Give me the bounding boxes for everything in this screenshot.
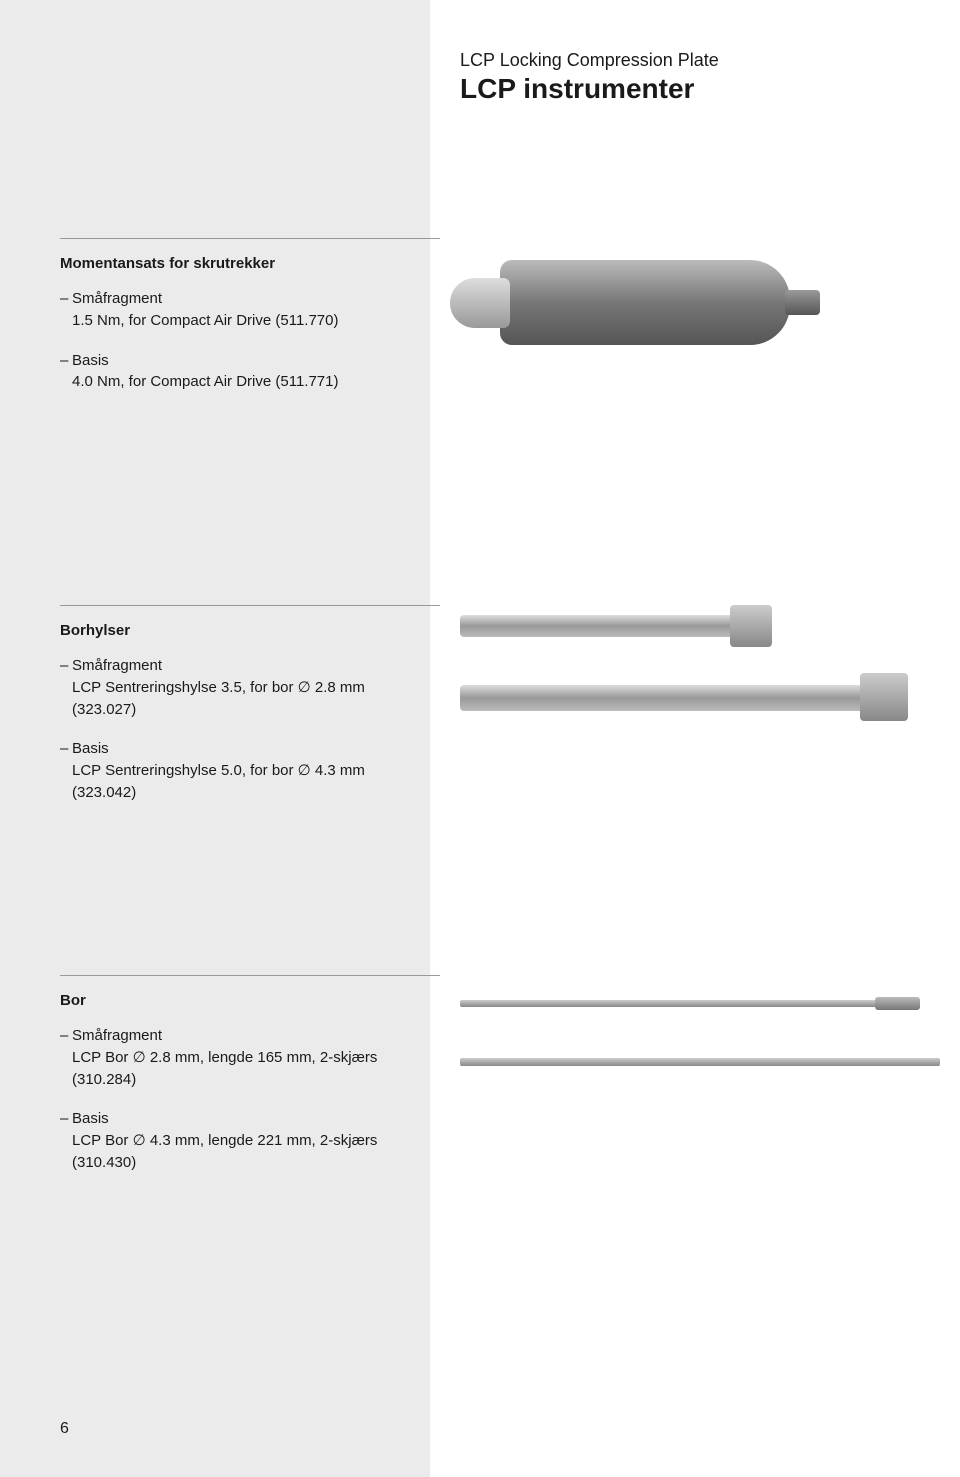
section-divider — [60, 605, 440, 606]
item-detail: LCP Bor ∅ 2.8 mm, lengde 165 mm, 2-skjær… — [72, 1047, 440, 1069]
section-divider — [60, 238, 440, 239]
product-image-drill-sleeve-long — [460, 685, 860, 711]
item-code: (310.284) — [72, 1069, 440, 1091]
item-label: Basis — [72, 738, 440, 760]
list-item: – Basis LCP Bor ∅ 4.3 mm, lengde 221 mm,… — [60, 1108, 440, 1173]
item-code: (323.027) — [72, 699, 440, 721]
page-header: LCP Locking Compression Plate LCP instru… — [460, 50, 719, 105]
dash-icon: – — [60, 288, 68, 310]
item-detail: 1.5 Nm, for Compact Air Drive (511.770) — [72, 310, 440, 332]
item-label: Småfragment — [72, 1025, 440, 1047]
item-detail: 4.0 Nm, for Compact Air Drive (511.771) — [72, 371, 440, 393]
header-subtitle: LCP Locking Compression Plate — [460, 50, 719, 71]
section-momentansats: Momentansats for skrutrekker – Småfragme… — [60, 238, 440, 411]
dash-icon: – — [60, 655, 68, 677]
product-image-drill-bit-long — [460, 1058, 940, 1066]
item-detail: LCP Sentreringshylse 3.5, for bor ∅ 2.8 … — [72, 677, 440, 699]
section-title: Bor — [60, 992, 440, 1009]
page-number: 6 — [60, 1420, 69, 1438]
list-item: – Småfragment LCP Sentreringshylse 3.5, … — [60, 655, 440, 720]
section-bor: Bor – Småfragment LCP Bor ∅ 2.8 mm, leng… — [60, 975, 440, 1192]
list-item: – Småfragment 1.5 Nm, for Compact Air Dr… — [60, 288, 440, 332]
section-title: Momentansats for skrutrekker — [60, 255, 440, 272]
right-column-bg — [430, 0, 960, 1477]
list-item: – Basis 4.0 Nm, for Compact Air Drive (5… — [60, 350, 440, 394]
item-detail: LCP Sentreringshylse 5.0, for bor ∅ 4.3 … — [72, 760, 440, 782]
item-label: Småfragment — [72, 288, 440, 310]
product-image-drill-sleeve-short — [460, 615, 730, 637]
item-code: (310.430) — [72, 1152, 440, 1174]
product-image-drill-bit-short — [460, 1000, 920, 1007]
header-title: LCP instrumenter — [460, 73, 719, 105]
list-item: – Basis LCP Sentreringshylse 5.0, for bo… — [60, 738, 440, 803]
section-title: Borhylser — [60, 622, 440, 639]
list-item: – Småfragment LCP Bor ∅ 2.8 mm, lengde 1… — [60, 1025, 440, 1090]
section-divider — [60, 975, 440, 976]
item-label: Basis — [72, 1108, 440, 1130]
section-borhylser: Borhylser – Småfragment LCP Sentreringsh… — [60, 605, 440, 822]
dash-icon: – — [60, 738, 68, 760]
dash-icon: – — [60, 350, 68, 372]
item-code: (323.042) — [72, 782, 440, 804]
product-image-torque-attachment — [500, 260, 790, 345]
item-label: Småfragment — [72, 655, 440, 677]
item-detail: LCP Bor ∅ 4.3 mm, lengde 221 mm, 2-skjær… — [72, 1130, 440, 1152]
dash-icon: – — [60, 1025, 68, 1047]
dash-icon: – — [60, 1108, 68, 1130]
item-label: Basis — [72, 350, 440, 372]
